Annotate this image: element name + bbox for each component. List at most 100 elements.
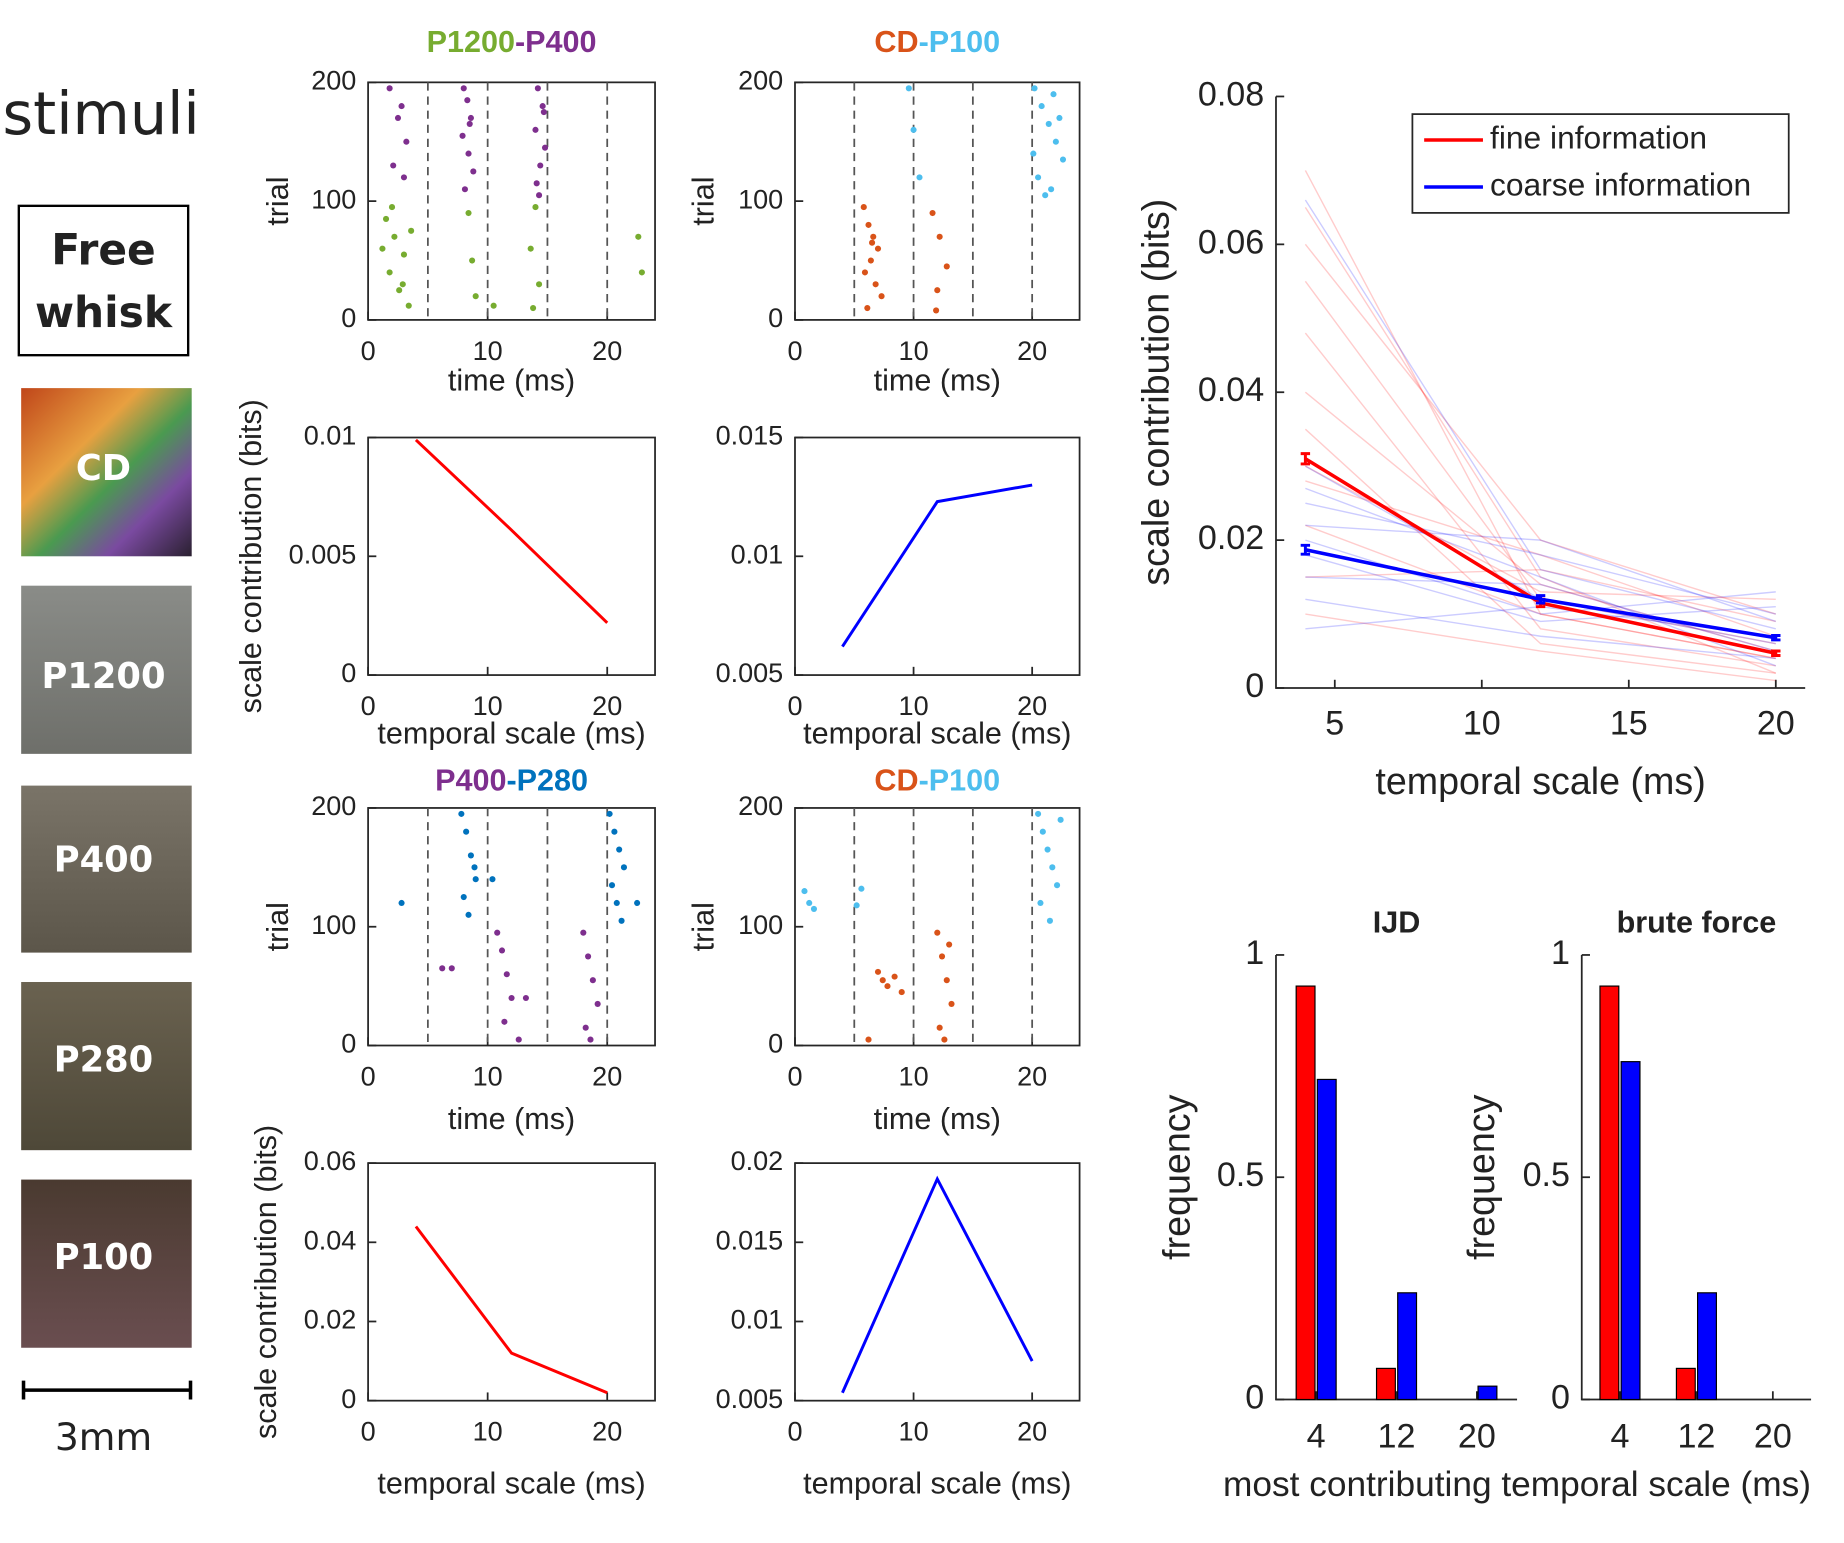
bar [1397, 1292, 1418, 1401]
axes-frame [794, 436, 1081, 676]
chart-title: P1200-P400 [427, 25, 597, 59]
y-tick-label: 0.06 [1198, 223, 1264, 261]
spike [936, 1024, 943, 1031]
x-tick-label: 5 [1325, 705, 1344, 743]
x-tick-label: 20 [1017, 1417, 1047, 1447]
spike [465, 209, 472, 217]
x-axis-label: time (ms) [874, 1102, 1001, 1136]
spike [391, 233, 398, 240]
neuron-line [1305, 524, 1776, 660]
bar [1295, 985, 1316, 1401]
spike [463, 828, 470, 835]
spike [938, 953, 946, 960]
chart-title: brute force [1617, 906, 1777, 940]
x-tick-label: 10 [473, 1062, 503, 1092]
spike [405, 302, 412, 309]
spike [861, 269, 869, 276]
spike [533, 180, 540, 187]
spike [396, 287, 403, 294]
title-part: -P100 [919, 25, 1001, 59]
spike [536, 281, 543, 288]
y-tick-label: 0 [341, 1384, 356, 1414]
x-tick-label: 12 [1378, 1417, 1416, 1455]
y-tick-label: 100 [738, 184, 783, 214]
x-tick-label: 20 [592, 1417, 622, 1447]
bar-x-label: most contributing temporal scale (ms) [1223, 1465, 1811, 1504]
spike [1059, 156, 1067, 163]
stimulus-label: P1200 [41, 656, 165, 697]
stimulus-image [21, 1179, 192, 1348]
neuron-line [1305, 613, 1776, 682]
spike [929, 209, 936, 217]
spike [439, 965, 446, 972]
panel: 0 100 200 0 10 20 time (ms) trial P400-P280 [261, 763, 656, 1136]
x-tick-label: 0 [787, 691, 802, 721]
y-tick-label: 0 [341, 303, 356, 333]
neuron-line [1305, 502, 1776, 615]
spike [905, 85, 912, 92]
panel: 0 0.5 1 frequency IJD 4 12 20 [1155, 906, 1518, 1455]
stimulus-image [21, 388, 192, 557]
neuron-line [1304, 199, 1776, 630]
y-tick-label: 200 [311, 791, 356, 821]
chart-title: P400-P280 [435, 763, 588, 797]
spike [884, 983, 891, 990]
spike [467, 852, 474, 859]
spike [537, 162, 544, 169]
spike [408, 227, 415, 234]
spike [539, 103, 546, 110]
scale-bar-label: 3mm [55, 1415, 152, 1459]
x-tick-label: 10 [473, 336, 503, 366]
x-tick-label: 20 [592, 336, 622, 366]
spike [872, 281, 879, 288]
spike [399, 281, 406, 288]
spike [589, 977, 596, 984]
x-tick-label: 10 [473, 691, 503, 721]
spike [508, 994, 515, 1002]
spike [943, 977, 950, 984]
y-axis-label: frequency [1460, 1094, 1502, 1259]
spike [1046, 917, 1053, 924]
spike [801, 888, 808, 895]
x-tick-label: 20 [592, 1062, 622, 1092]
spike [616, 846, 623, 853]
x-tick-label: 0 [361, 1417, 376, 1447]
x-tick-label: 4 [1307, 1417, 1326, 1455]
spike [613, 899, 620, 907]
spike [634, 899, 641, 907]
x-tick-label: 10 [899, 1417, 929, 1447]
y-tick-label: 0 [1551, 1379, 1570, 1417]
y-tick-label: 0.04 [304, 1225, 357, 1255]
x-tick-label: 10 [1463, 705, 1501, 743]
neuron-line [1304, 243, 1777, 615]
x-axis-label: time (ms) [448, 363, 575, 397]
y-tick-label: 0.02 [304, 1305, 357, 1335]
spike [587, 1036, 594, 1043]
spike [606, 810, 613, 817]
free-whisk-label: Free [51, 226, 156, 275]
stimulus-label: CD [76, 448, 131, 489]
axes-frame [367, 436, 656, 676]
neuron-line [1305, 524, 1777, 623]
chart-title: CD-P100 [874, 25, 1000, 59]
y-axis-label: trial [261, 177, 295, 226]
title-part: CD [874, 763, 918, 797]
spike [910, 126, 917, 133]
x-tick-label: 20 [1017, 1062, 1047, 1092]
spike [611, 828, 618, 835]
y-axis-label: trial [687, 902, 721, 951]
neuron-line [1304, 206, 1777, 674]
stimulus-label: P100 [54, 1237, 153, 1278]
spike [618, 917, 625, 924]
spike [943, 263, 950, 270]
legend-label: fine information [1490, 119, 1707, 155]
spike [1044, 846, 1051, 853]
spike [386, 269, 393, 276]
y-tick-label: 100 [738, 910, 783, 940]
spike [494, 929, 501, 936]
y-tick-label: 1 [1245, 934, 1264, 972]
spike [503, 971, 510, 978]
spike [594, 1000, 601, 1007]
chart-title: CD-P100 [874, 763, 1000, 797]
spike [898, 989, 905, 996]
